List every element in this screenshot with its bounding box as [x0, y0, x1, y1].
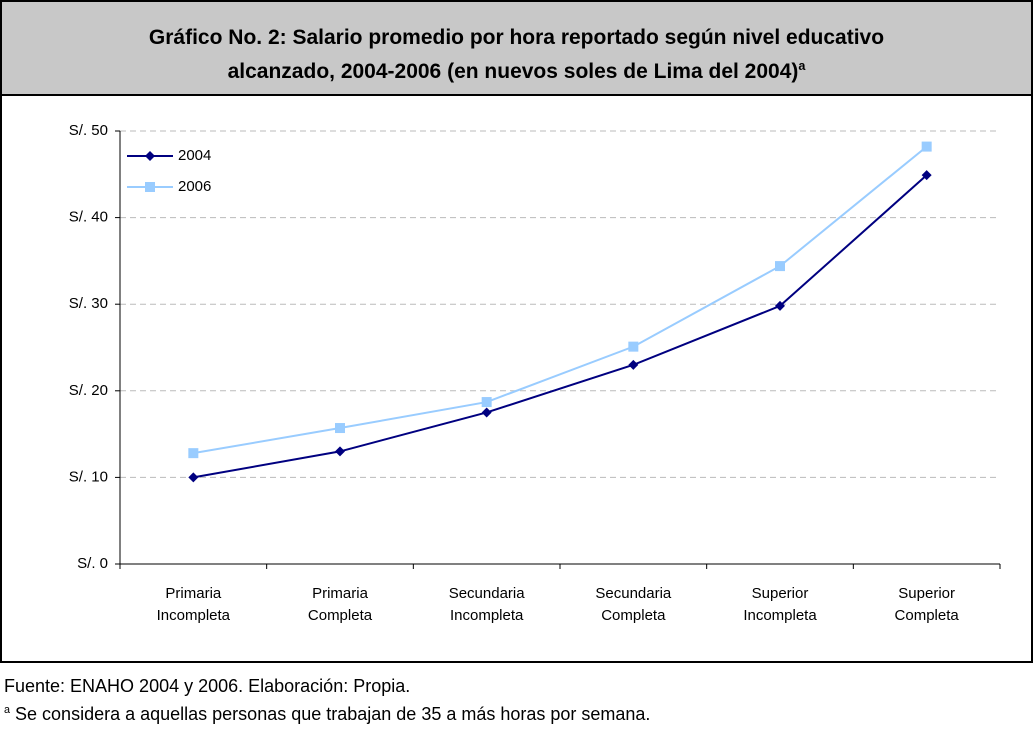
series-line	[193, 145, 928, 455]
point	[188, 448, 199, 459]
legend-marker	[145, 151, 155, 161]
title-note-marker: a	[798, 59, 806, 73]
point	[628, 341, 639, 352]
title-line: alcanzado, 2004-2006 (en nuevos soles de…	[227, 60, 799, 83]
point	[921, 170, 932, 181]
point	[921, 141, 932, 152]
x-tick-label: Secundaria Incompleta	[448, 585, 525, 624]
point	[335, 446, 345, 457]
chart-frame	[0, 96, 1033, 663]
note-marker: a	[4, 704, 11, 716]
y-tick-label: S/. 50	[69, 122, 108, 139]
point	[481, 407, 492, 418]
point	[628, 359, 639, 370]
title-line: Gráfico No. 2: Salario promedio por hora…	[148, 26, 885, 49]
point	[775, 300, 785, 311]
x-tick-label: Superior Incompleta	[743, 585, 817, 624]
legend-marker	[145, 182, 155, 192]
point	[481, 397, 492, 408]
x-tick-label: Primaria Incompleta	[156, 585, 231, 624]
y-tick-label: S/. 40	[69, 209, 108, 226]
series-line	[193, 174, 928, 479]
note-text: Se considera a aquellas personas que tra…	[15, 704, 651, 724]
source: Fuente: ENAHO 2004 y 2006. Elaboración: …	[4, 676, 411, 696]
point	[188, 472, 199, 483]
note: a Se considera a aquellas personas que t…	[4, 704, 650, 725]
y-tick-label: S/. 30	[69, 295, 108, 312]
y-tick-label: S/. 20	[69, 382, 108, 399]
header: Gráfico No. 2: Salario promedio por hora…	[0, 0, 1033, 96]
title-line-wrap: alcanzado, 2004-2006 (en nuevos soles de…	[2, 52, 1031, 86]
y-tick-label: S/. 10	[69, 468, 108, 485]
x-tick-label: Secundaria Completa	[595, 585, 672, 624]
legend-label: 2004	[178, 147, 211, 164]
x-tick-label: Superior Completa	[894, 585, 959, 624]
point	[775, 261, 785, 272]
y-tick-label: S/. 0	[77, 555, 108, 572]
legend-label: 2006	[178, 178, 211, 195]
point	[335, 423, 345, 434]
x-tick-label: Primaria Completa	[307, 585, 373, 624]
